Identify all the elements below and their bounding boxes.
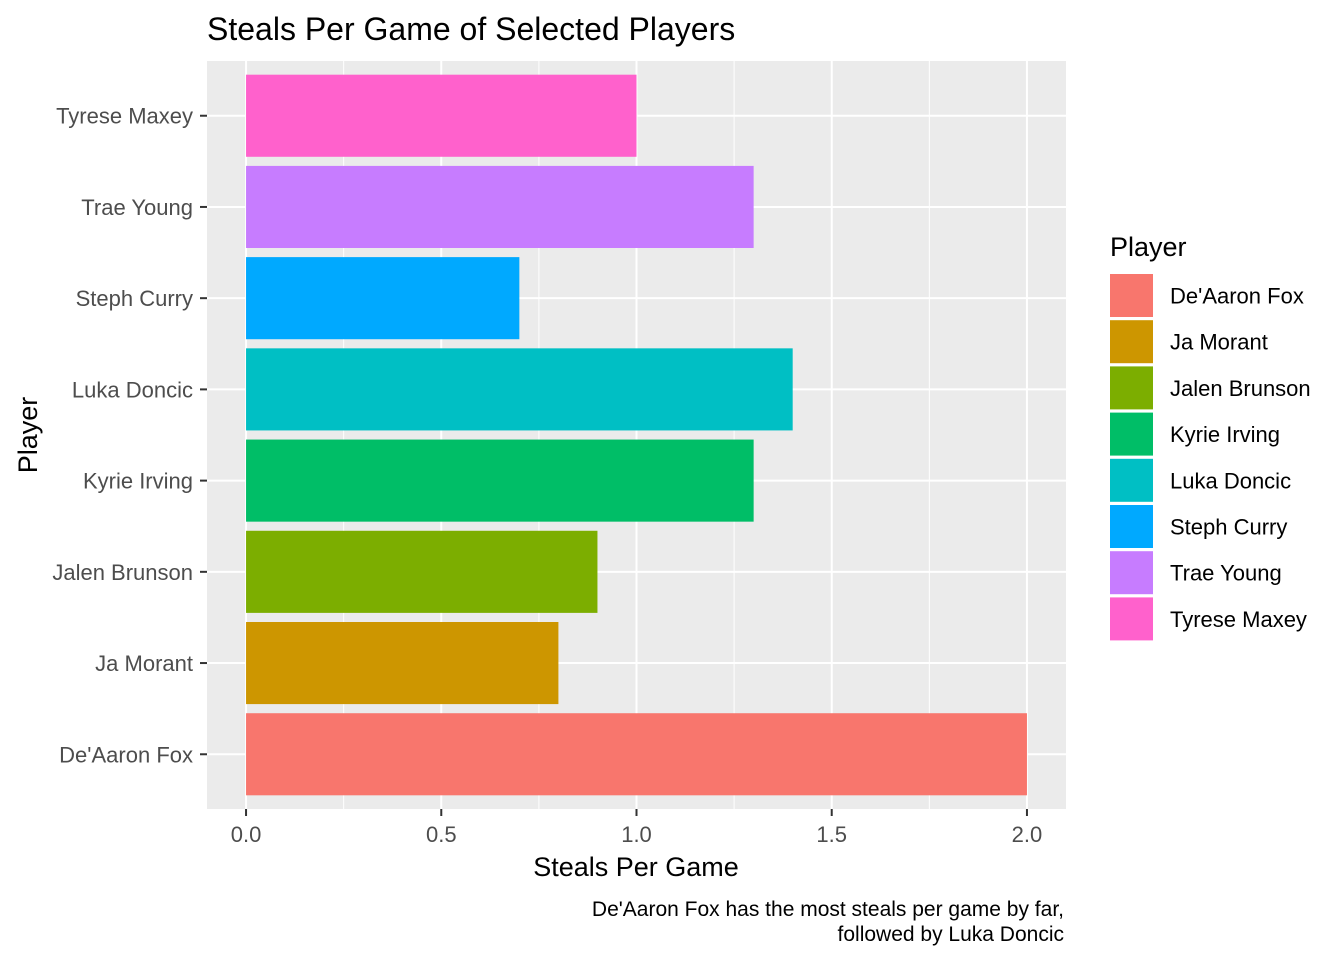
legend-title: Player [1110,232,1187,262]
y-tick-label: Ja Morant [95,651,193,676]
legend-key-luka-doncic [1110,458,1153,502]
bar-steph-curry [246,257,520,340]
legend-key-trae-young [1110,551,1153,595]
caption-line-1: De'Aaron Fox has the most steals per gam… [592,898,1064,921]
bar-trae-young [246,165,754,248]
legend-key-de-aaron-fox [1110,274,1153,317]
y-axis-title: Player [13,397,43,474]
caption-line-2: followed by Luka Doncic [838,923,1064,946]
x-tick-label: 1.5 [816,822,847,847]
x-axis-title: Steals Per Game [533,852,739,882]
bar-tyrese-maxey [246,74,637,157]
y-tick-label: De'Aaron Fox [59,742,193,767]
legend-key-steph-curry [1110,505,1153,548]
legend-label: Kyrie Irving [1170,422,1280,447]
legend-key-jalen-brunson [1110,366,1153,410]
x-tick-label: 2.0 [1012,822,1043,847]
legend-key-tyrese-maxey [1110,597,1153,641]
y-tick-label: Steph Curry [76,286,193,311]
chart-title: Steals Per Game of Selected Players [207,11,735,47]
legend: Player De'Aaron Fox Ja Morant Jalen Brunso… [1110,232,1311,641]
y-tick-label: Luka Doncic [72,377,193,402]
legend-label: De'Aaron Fox [1170,284,1304,309]
y-tick-label: Tyrese Maxey [56,104,193,129]
bar-jalen-brunson [246,530,598,613]
legend-label: Ja Morant [1170,330,1268,355]
legend-label: Trae Young [1170,561,1282,586]
legend-label: Jalen Brunson [1170,376,1311,401]
bar-kyrie-irving [246,439,754,522]
x-tick-label: 0.0 [231,822,262,847]
bar-de-aaron-fox [246,713,1027,796]
y-axis: De'Aaron Fox Ja Morant Jalen Brunson Kyrie … [52,104,207,767]
legend-label: Luka Doncic [1170,468,1291,493]
bar-luka-doncic [246,348,793,431]
x-tick-label: 0.5 [426,822,457,847]
bar-ja-morant [246,622,559,705]
legend-label: Tyrese Maxey [1170,607,1307,632]
legend-key-kyrie-irving [1110,412,1153,456]
legend-label: Steph Curry [1170,515,1287,540]
y-tick-label: Trae Young [81,195,193,220]
x-tick-label: 1.0 [621,822,652,847]
legend-items: De'Aaron Fox Ja Morant Jalen Brunson Kyrie … [1110,274,1311,641]
legend-key-ja-morant [1110,320,1153,364]
bars [246,74,1027,796]
y-tick-label: Jalen Brunson [52,560,193,585]
y-tick-label: Kyrie Irving [83,469,193,494]
x-axis: 0.0 0.5 1.0 1.5 2.0 [231,809,1043,847]
